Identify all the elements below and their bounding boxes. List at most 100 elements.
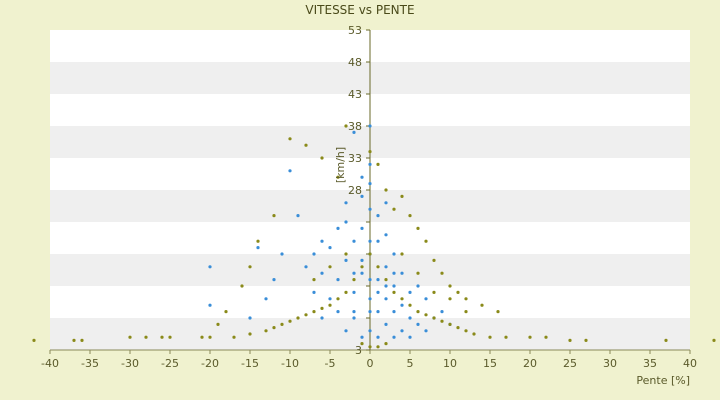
data-point	[344, 124, 348, 128]
data-point	[32, 338, 36, 342]
data-point	[208, 335, 212, 339]
data-point	[352, 271, 356, 275]
x-tick-label: 20	[523, 357, 537, 370]
x-tick-label: -25	[161, 357, 179, 370]
y-axis: 3 28 33 38 43 48 53	[348, 24, 371, 357]
data-point	[232, 335, 236, 339]
y-tick-label: 38	[348, 120, 362, 133]
data-point	[384, 284, 388, 288]
data-point	[544, 335, 548, 339]
data-point	[368, 310, 372, 314]
data-point	[464, 329, 468, 333]
data-point	[408, 335, 412, 339]
x-tick-label: 10	[443, 357, 457, 370]
data-point	[360, 175, 364, 179]
data-point	[248, 332, 252, 336]
data-point	[352, 239, 356, 243]
data-point	[712, 338, 716, 342]
data-point	[264, 297, 268, 301]
data-point	[408, 303, 412, 307]
data-point	[352, 316, 356, 320]
data-point	[360, 265, 364, 269]
data-point	[344, 201, 348, 205]
y-tick-label: 53	[348, 24, 362, 37]
x-tick-label: 40	[683, 357, 697, 370]
data-point	[408, 290, 412, 294]
data-point	[208, 303, 212, 307]
data-point	[384, 322, 388, 326]
data-point	[384, 265, 388, 269]
data-point	[216, 322, 220, 326]
data-point	[368, 278, 372, 282]
data-point	[432, 258, 436, 262]
data-point	[320, 306, 324, 310]
data-point	[360, 194, 364, 198]
data-point	[312, 252, 316, 256]
data-point	[384, 278, 388, 282]
data-point	[424, 297, 428, 301]
data-point	[400, 297, 404, 301]
data-point	[384, 201, 388, 205]
data-point	[528, 335, 532, 339]
data-point	[368, 207, 372, 211]
data-point	[448, 297, 452, 301]
y-tick-label: 28	[348, 184, 362, 197]
data-point	[392, 335, 396, 339]
series-points	[32, 124, 716, 349]
data-point	[464, 310, 468, 314]
data-point	[416, 226, 420, 230]
y-tick-label: 3	[355, 344, 362, 357]
data-point	[392, 310, 396, 314]
data-point	[368, 124, 372, 128]
data-point	[208, 265, 212, 269]
data-point	[336, 226, 340, 230]
data-point	[320, 316, 324, 320]
x-axis-title: Pente [%]	[636, 374, 690, 387]
data-point	[432, 290, 436, 294]
data-point	[400, 252, 404, 256]
data-point	[352, 290, 356, 294]
data-point	[416, 322, 420, 326]
data-point	[416, 271, 420, 275]
data-point	[496, 310, 500, 314]
data-point	[376, 265, 380, 269]
data-point	[320, 156, 324, 160]
data-point	[376, 335, 380, 339]
data-point	[352, 278, 356, 282]
data-point	[280, 252, 284, 256]
data-point	[368, 329, 372, 333]
x-tick-label: 35	[643, 357, 657, 370]
data-point	[376, 278, 380, 282]
data-point	[400, 194, 404, 198]
x-tick-label: 15	[483, 357, 497, 370]
data-point	[240, 284, 244, 288]
data-point	[320, 271, 324, 275]
data-point	[320, 239, 324, 243]
data-point	[368, 162, 372, 166]
data-point	[296, 316, 300, 320]
data-point	[368, 239, 372, 243]
x-tick-label: -30	[121, 357, 139, 370]
data-point	[376, 310, 380, 314]
data-point	[408, 316, 412, 320]
data-point	[256, 239, 260, 243]
x-tick-label: -5	[325, 357, 336, 370]
data-point	[432, 316, 436, 320]
x-tick-label: -15	[241, 357, 259, 370]
data-point	[664, 338, 668, 342]
data-point	[384, 188, 388, 192]
x-tick-label: 0	[367, 357, 374, 370]
y-tick-label: 43	[348, 88, 362, 101]
data-point	[272, 326, 276, 330]
data-point	[160, 335, 164, 339]
data-point	[360, 342, 364, 346]
data-point	[344, 252, 348, 256]
data-point	[80, 338, 84, 342]
data-point	[384, 342, 388, 346]
x-tick-label: -10	[281, 357, 299, 370]
data-point	[288, 137, 292, 141]
data-point	[352, 130, 356, 134]
data-point	[488, 335, 492, 339]
data-point	[360, 271, 364, 275]
data-point	[312, 310, 316, 314]
